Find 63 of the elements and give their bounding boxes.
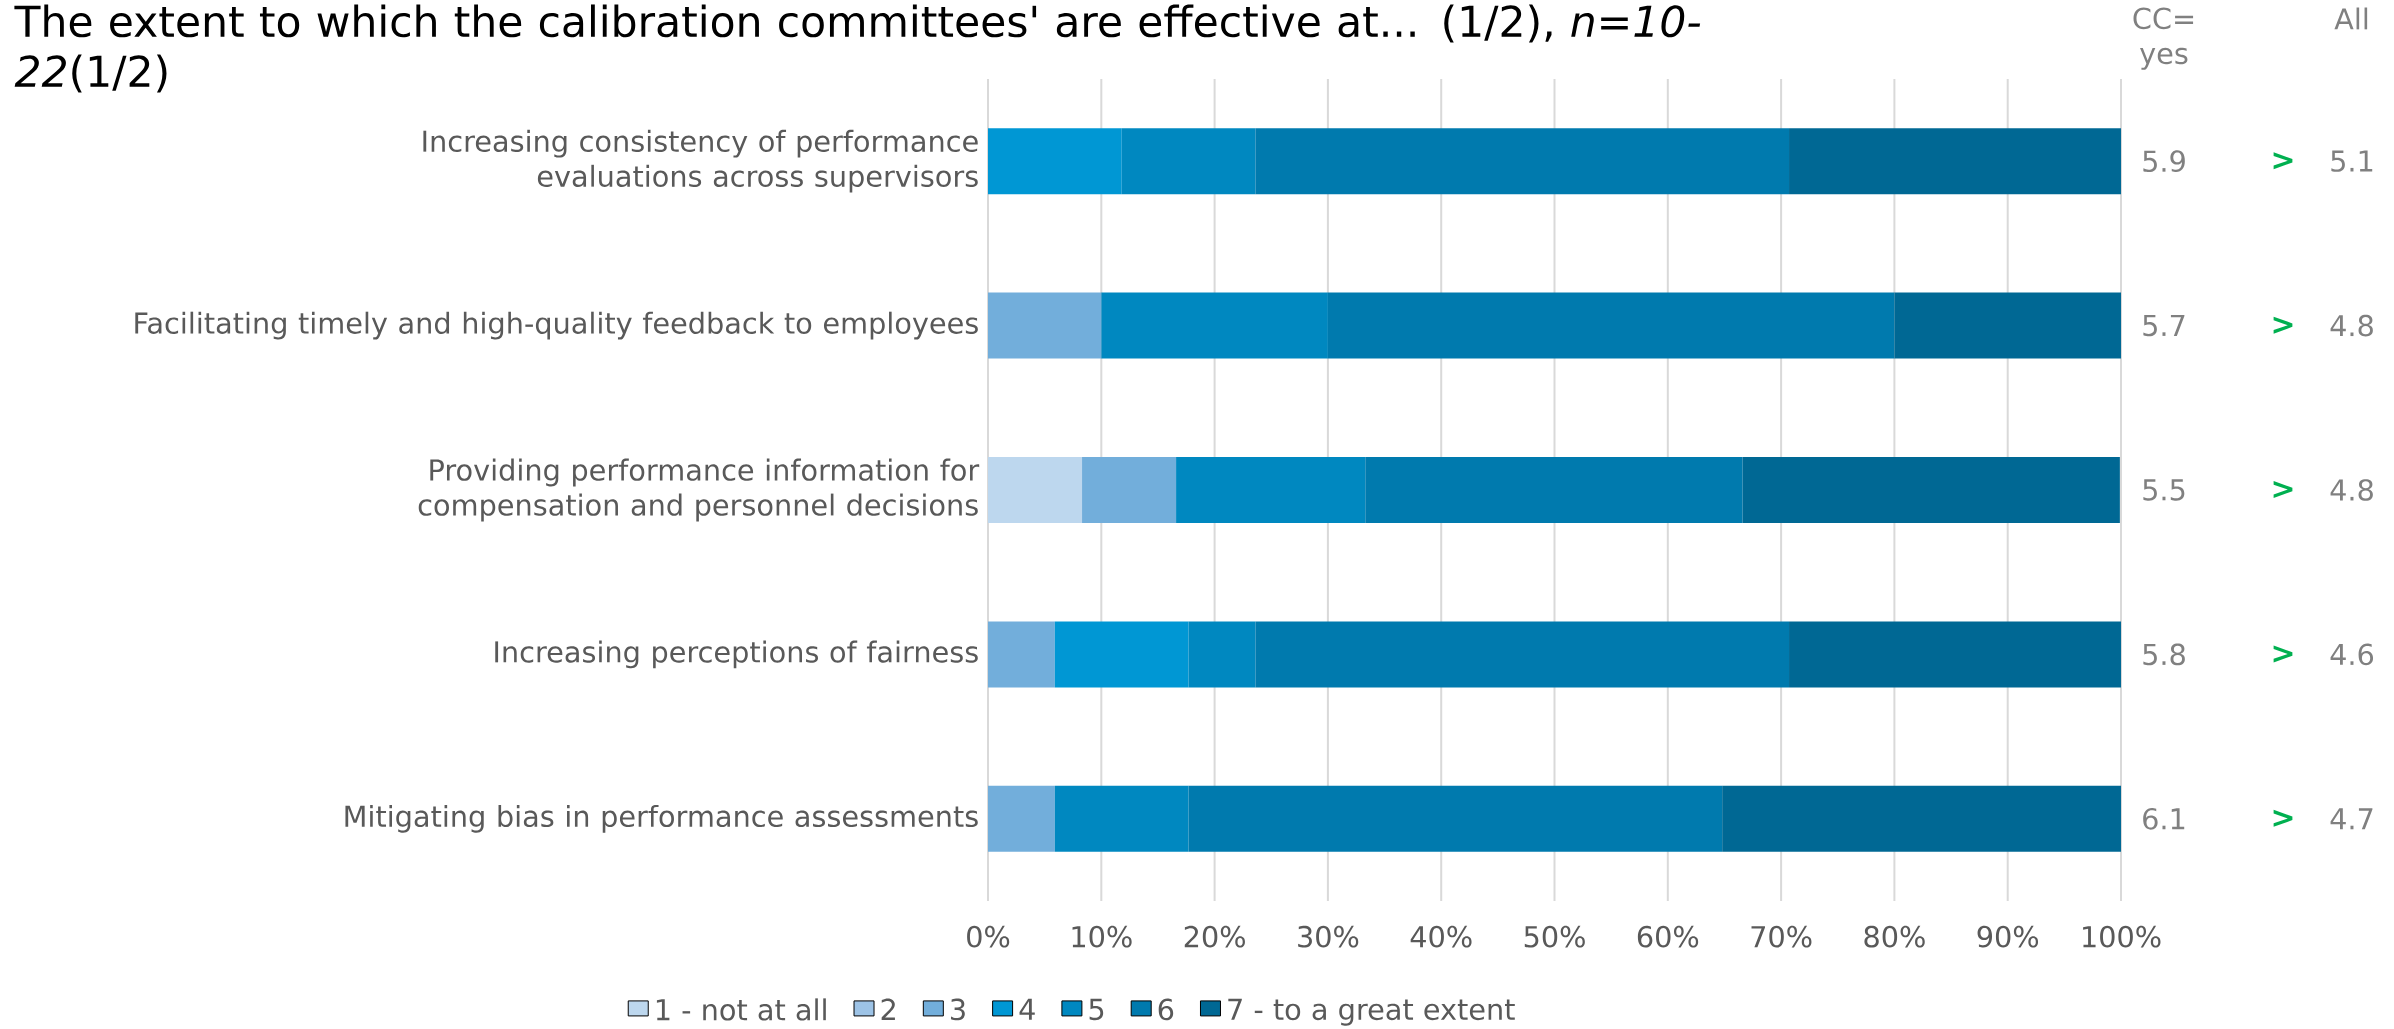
bar: [988, 128, 1122, 195]
text: >: [2273, 809, 2293, 827]
bar: [1054, 785, 1189, 852]
x-tick-label: 70%: [1751, 925, 1812, 948]
y-tick-label: Providing performance information for compensation and personnel decisions: [418, 458, 980, 522]
x-tick-label: 60%: [1637, 925, 1699, 948]
bar: [1082, 457, 1177, 523]
bar: [988, 785, 1055, 852]
bar: [1176, 457, 1366, 523]
x-tick-label: 50%: [1524, 925, 1585, 948]
text: 5.5: [2143, 479, 2185, 501]
legend-label: 4: [1019, 998, 1035, 1020]
bar: [988, 292, 1102, 359]
legend-label: 6: [1158, 998, 1174, 1021]
text: 5.7: [2143, 314, 2185, 337]
text: 4.7: [2330, 808, 2373, 830]
bar: [1121, 128, 1256, 195]
chart-title: The extent to which the calibration committees' are effective at... (1/2), n=10-22(1/2): [14, 4, 1701, 93]
y-tick-label: Increasing consistency of performance evaluations across supervisors: [423, 129, 978, 193]
bar: [988, 457, 1083, 523]
bar: [1894, 292, 2122, 359]
y-tick-label: Mitigating bias in performance assessments: [345, 804, 978, 833]
text: CC= yes: [2133, 7, 2194, 70]
legend-label: 1 - not at all: [656, 998, 826, 1021]
y-tick-label: Increasing perceptions of fairness: [495, 640, 978, 669]
x-tick-label: 40%: [1410, 925, 1472, 948]
legend-label: 2: [881, 998, 895, 1020]
text: 4.8: [2330, 479, 2373, 501]
x-tick-label: 80%: [1864, 925, 1925, 948]
text: 6.1: [2143, 807, 2185, 830]
text: >: [2273, 316, 2293, 334]
text: >: [2273, 152, 2293, 170]
legend-label: 7 - to a great extent: [1228, 998, 1515, 1026]
text: 5.8: [2143, 643, 2185, 666]
bar: [1365, 457, 1743, 523]
bar: [1327, 292, 1895, 359]
legend-label: 3: [951, 998, 965, 1021]
legend-label: 5: [1089, 998, 1104, 1021]
bar: [1255, 128, 1790, 195]
x-tick-label: 20%: [1184, 925, 1245, 948]
bar: [1054, 621, 1189, 688]
text: 4.8: [2330, 314, 2373, 337]
bar: [988, 621, 1055, 688]
bar: [1188, 621, 1256, 688]
bar: [1722, 785, 2122, 852]
x-tick-label: 0%: [967, 925, 1010, 948]
y-tick-label: Facilitating timely and high-quality feedback to employees: [135, 311, 978, 340]
text: >: [2273, 481, 2293, 499]
text: >: [2273, 645, 2293, 663]
bar: [1742, 457, 2120, 523]
text: 5.1: [2331, 150, 2373, 172]
x-tick-label: 10%: [1072, 925, 1132, 948]
x-tick-label: 100%: [2083, 925, 2161, 948]
bar: [1188, 785, 1723, 852]
text: All: [2334, 7, 2368, 30]
x-tick-label: 30%: [1298, 925, 1359, 948]
bar: [1255, 621, 1790, 688]
x-tick-label: 90%: [1977, 925, 2039, 948]
bar: [1101, 292, 1328, 359]
bar: [1789, 128, 2122, 195]
text: 4.6: [2330, 643, 2374, 666]
bar: [1789, 621, 2122, 688]
text: 5.9: [2143, 150, 2185, 173]
